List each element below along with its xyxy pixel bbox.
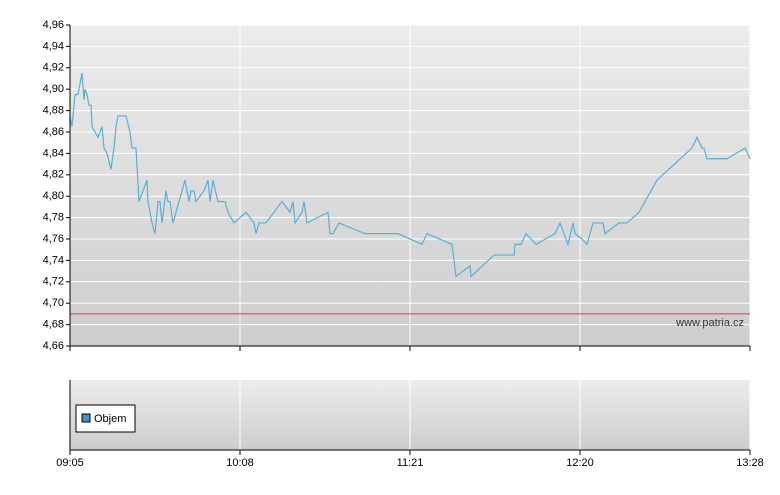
y-tick-label: 4,82 bbox=[43, 169, 64, 181]
watermark: www.patria.cz bbox=[675, 317, 744, 329]
y-tick-label: 4,84 bbox=[43, 147, 64, 159]
x-tick-label: 12:20 bbox=[566, 457, 594, 469]
y-tick-label: 4,78 bbox=[43, 212, 64, 224]
y-tick-label: 4,92 bbox=[43, 62, 64, 74]
price-line bbox=[69, 73, 751, 278]
y-tick-label: 4,66 bbox=[43, 340, 64, 352]
x-tick-label: 10:08 bbox=[226, 457, 254, 469]
legend-label: Objem bbox=[94, 413, 126, 425]
x-tick-label: 11:21 bbox=[397, 457, 424, 469]
y-tick-label: 4,88 bbox=[43, 105, 64, 117]
y-tick-label: 4,70 bbox=[43, 297, 64, 309]
y-tick-label: 4,68 bbox=[43, 319, 64, 331]
y-tick-label: 4,86 bbox=[43, 126, 64, 138]
y-tick-label: 4,94 bbox=[43, 40, 64, 52]
y-tick-label: 4,80 bbox=[43, 190, 64, 202]
x-tick-label: 09:05 bbox=[56, 457, 84, 469]
y-tick-label: 4,96 bbox=[43, 19, 64, 31]
y-tick-label: 4,90 bbox=[43, 83, 64, 95]
x-tick-label: 13:28 bbox=[736, 457, 764, 469]
y-tick-label: 4,72 bbox=[43, 276, 64, 288]
legend-swatch bbox=[81, 413, 91, 423]
y-tick-label: 4,76 bbox=[43, 233, 64, 245]
y-tick-label: 4,74 bbox=[43, 254, 64, 266]
